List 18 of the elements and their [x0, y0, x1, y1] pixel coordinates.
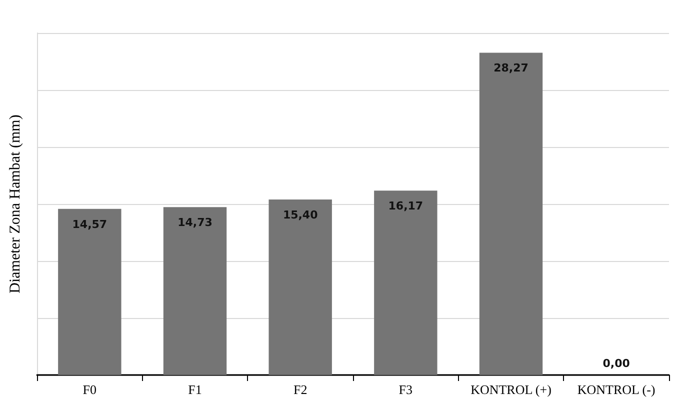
bar [374, 190, 438, 375]
x-tick-label: KONTROL (+) [470, 382, 552, 397]
x-tick-label: F0 [82, 382, 97, 397]
bar [479, 52, 543, 375]
data-label: 28,27 [494, 62, 528, 75]
data-label: 14,57 [72, 218, 108, 231]
bar [163, 207, 227, 375]
x-tick-label: KONTROL (-) [577, 382, 656, 397]
x-tick-label: F2 [293, 382, 308, 397]
y-axis-title: Diameter Zona Hambat (mm) [8, 114, 24, 294]
bar [58, 208, 122, 375]
data-label: 0,00 [602, 357, 630, 370]
data-label: 16,17 [388, 200, 424, 213]
x-tick-label: F1 [188, 382, 202, 397]
x-tick-label: F3 [398, 382, 413, 397]
data-label: 15,40 [282, 208, 318, 222]
data-label: 14,73 [178, 216, 212, 230]
bar [268, 199, 332, 375]
